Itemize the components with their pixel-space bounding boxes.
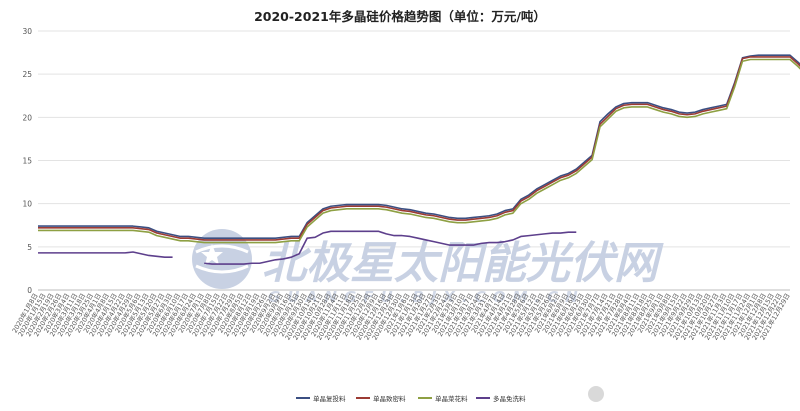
x-axis-ticks: 2020年1月8日2020年1月15日2020年2月19日2020年2月26日2… (10, 291, 792, 341)
snowball-icon (588, 386, 604, 402)
y-tick-label: 0 (27, 286, 32, 295)
series-line-3 (38, 230, 577, 265)
legend-label: 多晶免洗料 (493, 394, 526, 403)
y-tick-label: 5 (27, 243, 32, 252)
chart-title: 2020-2021年多晶硅价格趋势图（单位：万元/吨） (254, 9, 546, 24)
watermark: 北极星太阳能光伏网 GUANGFU.BJX.COM.CN (192, 229, 664, 306)
y-tick-label: 25 (22, 70, 32, 79)
y-tick-label: 10 (22, 200, 32, 209)
watermark-globe-icon (192, 229, 252, 289)
watermark-main-text: 北极星太阳能光伏网 (262, 238, 664, 289)
legend-label: 单晶复投料 (313, 394, 346, 403)
legend: 单晶复投料 单晶致密料 单晶菜花料 多晶免洗料 (296, 394, 526, 403)
watermark-sub-text: GUANGFU.BJX.COM.CN (268, 288, 585, 306)
series-lines (38, 54, 800, 265)
corner-watermark: 雪球：北极星电力网 (588, 384, 761, 405)
corner-watermark-text: 雪球：北极星电力网 (608, 384, 761, 405)
legend-label: 单晶致密料 (373, 394, 406, 403)
series-line-0 (38, 54, 800, 239)
series-line-1 (38, 56, 800, 241)
legend-label: 单晶菜花料 (435, 394, 468, 403)
y-tick-label: 30 (22, 27, 32, 36)
y-tick-label: 20 (22, 113, 32, 122)
y-axis-ticks: 0 5 10 15 20 25 30 (22, 27, 32, 295)
grid-lines (38, 30, 790, 291)
series-line-2 (38, 58, 800, 244)
y-tick-label: 15 (22, 157, 32, 166)
